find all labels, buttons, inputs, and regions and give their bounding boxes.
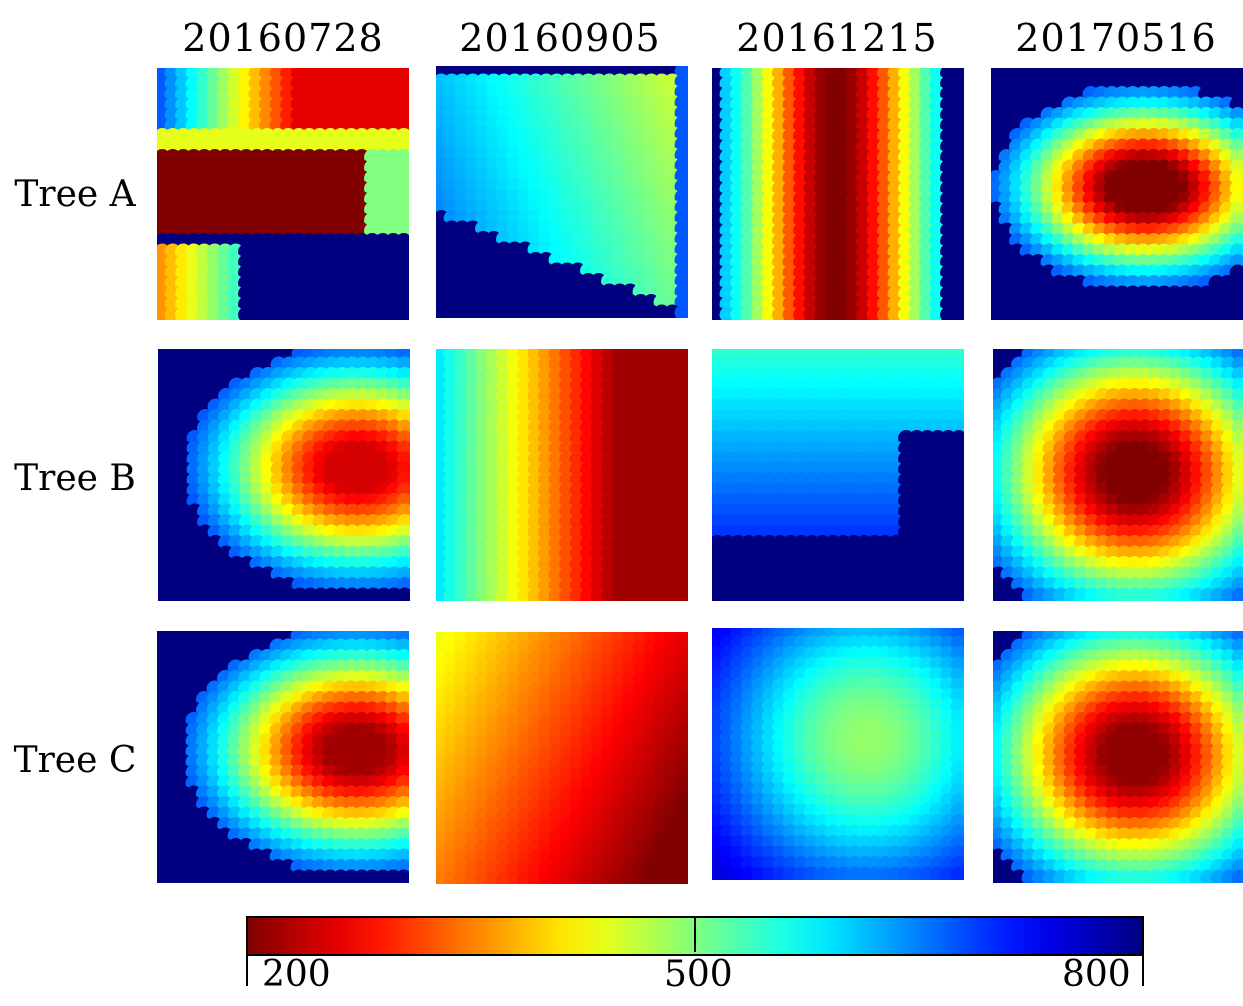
heatmap-panel-tree-b-20170516: [993, 349, 1243, 601]
heatmap-cell: [674, 304, 688, 318]
heatmap-cell: [396, 587, 410, 601]
column-header-2: 20160905: [459, 16, 661, 60]
heatmap-cell: [674, 587, 688, 601]
heatmap-panel-tree-c-20160728: [157, 631, 409, 883]
heatmap-panel-tree-a-20161215: [712, 68, 964, 320]
heatmap-cell: [395, 306, 409, 320]
heatmap-cell: [950, 306, 964, 320]
heatmap-panel-tree-b-20160728: [158, 349, 410, 601]
heatmap-panel-tree-a-20160905: [436, 66, 688, 318]
heatmap-panel-tree-b-20161215: [712, 349, 964, 601]
column-header-1: 20160728: [182, 16, 384, 60]
row-label-tree-a: Tree A: [14, 174, 136, 215]
heatmap-cell: [950, 587, 964, 601]
column-header-3: 20161215: [736, 16, 938, 60]
row-label-tree-c: Tree C: [13, 740, 137, 781]
row-label-tree-b: Tree B: [14, 458, 136, 499]
column-header-4: 20170516: [1015, 16, 1217, 60]
heatmap-panel-tree-b-20160905: [436, 349, 688, 601]
heatmap-panel-tree-a-20160728: [157, 68, 409, 320]
heatmap-cell: [1231, 587, 1243, 601]
heatmap-panel-tree-a-20170516: [991, 68, 1243, 320]
heatmap-cell: [1229, 306, 1243, 320]
